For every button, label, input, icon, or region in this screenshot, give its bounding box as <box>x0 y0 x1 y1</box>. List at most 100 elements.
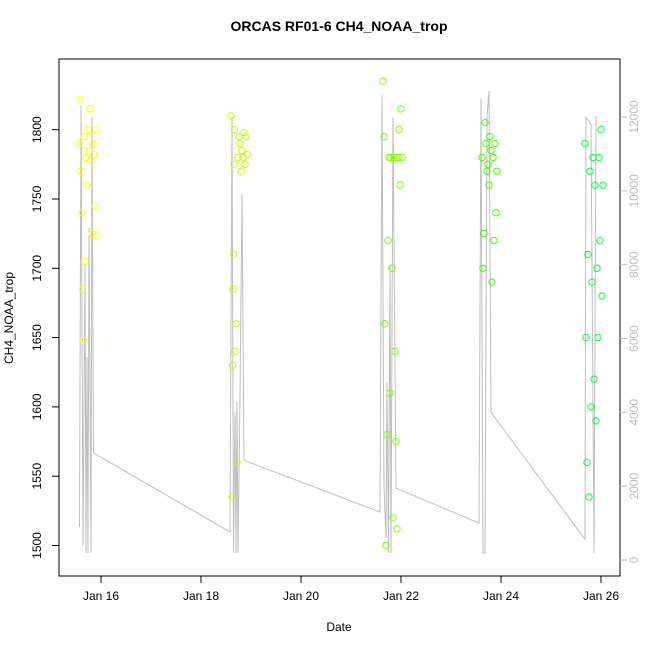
data-point <box>235 132 243 141</box>
data-point <box>227 112 235 120</box>
data-point <box>586 167 594 175</box>
data-point <box>89 139 97 148</box>
data-point <box>80 132 88 141</box>
data-point <box>81 257 89 266</box>
data-point <box>91 202 99 210</box>
data-point <box>88 229 96 238</box>
data-point <box>397 105 405 113</box>
data-point <box>385 153 393 162</box>
data-point <box>229 250 238 259</box>
data-point <box>395 125 403 134</box>
data-point <box>598 292 606 300</box>
data-point <box>233 458 241 467</box>
data-point <box>387 153 395 162</box>
y2-tick-label: 6000 <box>627 325 641 352</box>
data-point <box>392 437 400 446</box>
data-point <box>236 139 244 148</box>
y2-tick-label: 8000 <box>627 251 641 278</box>
data-point <box>388 264 396 272</box>
data-point <box>491 139 499 148</box>
data-point <box>583 458 591 467</box>
data-point <box>78 209 86 217</box>
data-point <box>93 231 101 239</box>
data-point <box>592 417 600 425</box>
plot-frame <box>58 58 621 577</box>
data-point <box>596 236 604 245</box>
data-point <box>595 153 603 162</box>
data-point <box>92 125 100 134</box>
y2-tick-label: 12000 <box>627 100 641 134</box>
data-point <box>87 156 95 164</box>
data-point <box>232 320 240 328</box>
data-point <box>237 167 245 175</box>
data-point <box>230 125 239 134</box>
data-point <box>76 95 84 103</box>
data-point <box>85 146 93 155</box>
data-point <box>242 132 250 141</box>
y-tick-label: 1800 <box>30 116 44 143</box>
data-point <box>581 139 589 148</box>
x-tick-label: Jan 20 <box>283 589 319 603</box>
data-point <box>480 229 488 238</box>
y-tick-label: 1600 <box>30 393 44 420</box>
chart-title: ORCAS RF01-6 CH4_NOAA_trop <box>230 18 447 34</box>
data-point <box>594 333 602 342</box>
data-point <box>228 361 237 370</box>
data-point <box>384 236 392 245</box>
data-point <box>241 160 249 169</box>
x-axis-label: Date <box>326 620 352 634</box>
data-point <box>90 150 98 159</box>
data-point <box>587 403 595 411</box>
data-point <box>396 181 404 189</box>
x-tick-label: Jan 22 <box>383 589 419 603</box>
y-axis-label: CH4_NOAA_trop <box>2 272 16 364</box>
data-point <box>79 336 88 345</box>
data-point <box>394 153 402 162</box>
data-point <box>379 77 387 85</box>
y2-tick-label: 0 <box>627 556 641 563</box>
data-point <box>593 264 601 272</box>
data-point <box>77 167 85 175</box>
data-point <box>230 160 238 169</box>
data-point <box>238 146 246 155</box>
y2-tick-label: 10000 <box>627 174 641 208</box>
data-point <box>478 153 486 162</box>
data-point <box>492 209 500 217</box>
data-point <box>481 119 489 127</box>
data-point <box>482 139 490 148</box>
data-point <box>84 125 92 134</box>
data-point <box>486 132 494 141</box>
data-point <box>391 347 399 356</box>
altitude-line <box>79 91 597 554</box>
y-tick-label: 1650 <box>30 324 44 351</box>
data-point <box>493 167 501 175</box>
data-point <box>585 493 593 501</box>
y-tick-label: 1550 <box>30 463 44 490</box>
data-point <box>380 132 388 141</box>
data-point <box>231 347 239 356</box>
y2-tick-label: 2000 <box>627 473 641 500</box>
data-point <box>490 236 498 245</box>
data-point <box>234 153 242 162</box>
data-point <box>229 285 237 293</box>
data-point <box>83 181 91 189</box>
data-point <box>590 375 598 383</box>
data-point <box>487 146 495 155</box>
data-point <box>86 105 94 113</box>
data-point <box>393 525 401 533</box>
data-point <box>484 160 492 169</box>
data-point <box>599 181 607 189</box>
data-point <box>588 278 596 286</box>
data-point <box>398 153 406 162</box>
data-point <box>584 250 592 259</box>
data-point <box>479 264 487 272</box>
data-point <box>240 128 248 137</box>
data-point <box>78 285 87 293</box>
data-point <box>386 389 394 397</box>
x-tick-label: Jan 16 <box>83 589 119 603</box>
x-tick-label: Jan 26 <box>583 589 619 603</box>
data-point <box>485 181 493 189</box>
data-point <box>597 125 605 134</box>
data-point <box>228 493 236 501</box>
